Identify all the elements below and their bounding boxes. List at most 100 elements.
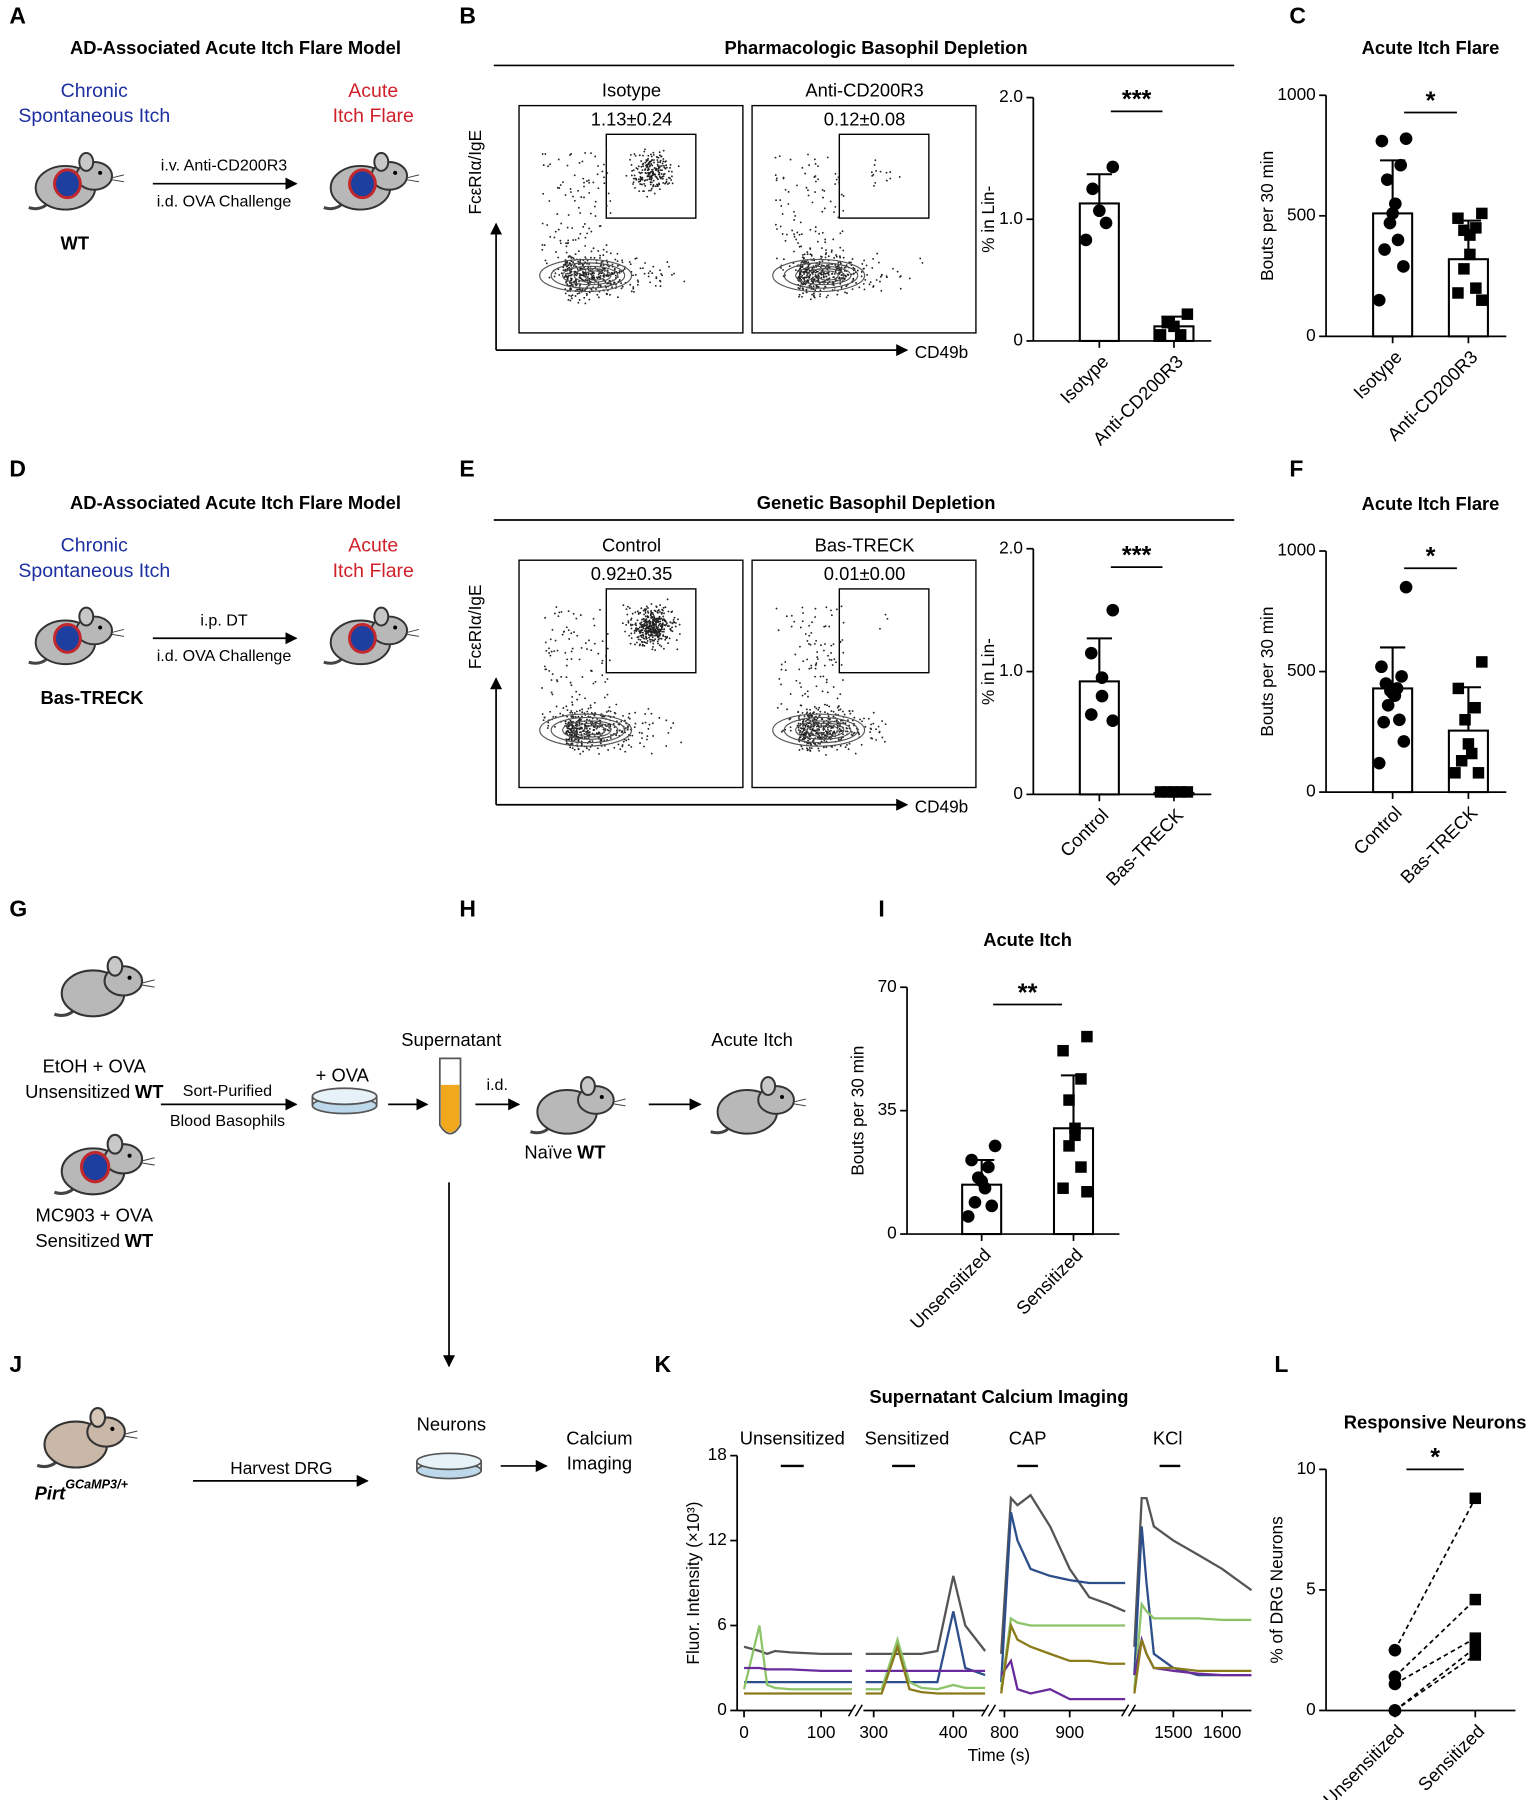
event-dot bbox=[830, 652, 832, 654]
event-dot bbox=[644, 148, 646, 150]
mouse-icon bbox=[324, 153, 419, 210]
event-dot bbox=[607, 648, 609, 650]
event-dot bbox=[608, 266, 610, 268]
event-dot bbox=[566, 283, 568, 285]
event-dot bbox=[673, 621, 675, 623]
event-dot bbox=[648, 190, 650, 192]
event-dot bbox=[852, 710, 854, 712]
event-dot bbox=[567, 242, 569, 244]
data-point bbox=[1373, 757, 1386, 770]
event-dot bbox=[624, 751, 626, 753]
stimulus-label: CAP bbox=[1009, 1427, 1047, 1448]
event-dot bbox=[815, 272, 817, 274]
event-dot bbox=[584, 223, 586, 225]
event-dot bbox=[547, 722, 549, 724]
plot-label: Anti-CD200R3 bbox=[805, 80, 923, 101]
event-dot bbox=[658, 157, 660, 159]
event-dot bbox=[650, 171, 652, 173]
event-dot bbox=[658, 172, 660, 174]
trace bbox=[744, 1626, 852, 1690]
event-dot bbox=[796, 232, 798, 234]
event-dot bbox=[662, 160, 664, 162]
event-dot bbox=[624, 631, 626, 633]
pair-line bbox=[1395, 1498, 1475, 1650]
event-dot bbox=[799, 294, 801, 296]
event-dot bbox=[571, 716, 573, 718]
group-label: UnsensitizedWT bbox=[25, 1081, 164, 1102]
event-dot bbox=[821, 256, 823, 258]
event-dot bbox=[671, 626, 673, 628]
event-dot bbox=[590, 649, 592, 651]
event-dot bbox=[651, 181, 653, 183]
event-dot bbox=[780, 267, 782, 269]
event-dot bbox=[833, 257, 835, 259]
event-dot bbox=[631, 637, 633, 639]
event-dot bbox=[802, 612, 804, 614]
event-dot bbox=[656, 633, 658, 635]
axis-label: CD49b bbox=[915, 342, 969, 362]
event-dot bbox=[640, 160, 642, 162]
event-dot bbox=[598, 272, 600, 274]
event-dot bbox=[825, 606, 827, 608]
event-dot bbox=[648, 637, 650, 639]
event-dot bbox=[814, 158, 816, 160]
event-dot bbox=[572, 732, 574, 734]
event-dot bbox=[813, 295, 815, 297]
event-dot bbox=[824, 239, 826, 241]
event-dot bbox=[603, 182, 605, 184]
panel-letter: D bbox=[9, 456, 26, 482]
event-dot bbox=[575, 716, 577, 718]
event-dot bbox=[586, 279, 588, 281]
event-dot bbox=[543, 164, 545, 166]
gate bbox=[839, 589, 929, 673]
event-dot bbox=[812, 277, 814, 279]
event-dot bbox=[820, 676, 822, 678]
event-dot bbox=[541, 249, 543, 251]
event-dot bbox=[619, 279, 621, 281]
event-dot bbox=[801, 746, 803, 748]
event-dot bbox=[808, 164, 810, 166]
data-point bbox=[1057, 1182, 1068, 1193]
event-dot bbox=[635, 179, 637, 181]
event-dot bbox=[835, 254, 837, 256]
event-dot bbox=[569, 300, 571, 302]
event-dot bbox=[824, 665, 826, 667]
event-dot bbox=[842, 210, 844, 212]
event-dot bbox=[664, 183, 666, 185]
event-dot bbox=[813, 722, 815, 724]
event-dot bbox=[555, 231, 557, 233]
event-dot bbox=[646, 642, 648, 644]
event-dot bbox=[788, 191, 790, 193]
event-dot bbox=[579, 292, 581, 294]
event-dot bbox=[621, 287, 623, 289]
event-dot bbox=[658, 717, 660, 719]
plot-label: Bas-TRECK bbox=[815, 534, 916, 555]
event-dot bbox=[854, 732, 856, 734]
event-dot bbox=[824, 704, 826, 706]
event-dot bbox=[657, 184, 659, 186]
event-dot bbox=[631, 170, 633, 172]
event-dot bbox=[805, 261, 807, 263]
event-dot bbox=[640, 183, 642, 185]
panel-letter: H bbox=[459, 895, 476, 921]
event-dot bbox=[832, 276, 834, 278]
event-dot bbox=[791, 626, 793, 628]
event-dot bbox=[584, 697, 586, 699]
event-dot bbox=[810, 632, 812, 634]
event-dot bbox=[802, 292, 804, 294]
event-dot bbox=[778, 678, 780, 680]
event-dot bbox=[640, 172, 642, 174]
event-dot bbox=[593, 247, 595, 249]
event-dot bbox=[591, 740, 593, 742]
event-dot bbox=[594, 206, 596, 208]
event-dot bbox=[793, 251, 795, 253]
event-dot bbox=[650, 153, 652, 155]
event-dot bbox=[645, 615, 647, 617]
event-dot bbox=[644, 622, 646, 624]
event-dot bbox=[812, 273, 814, 275]
event-dot bbox=[569, 732, 571, 734]
event-dot bbox=[554, 613, 556, 615]
event-dot bbox=[826, 679, 828, 681]
y-axis-label: Bouts per 30 min bbox=[1257, 607, 1277, 737]
event-dot bbox=[622, 261, 624, 263]
